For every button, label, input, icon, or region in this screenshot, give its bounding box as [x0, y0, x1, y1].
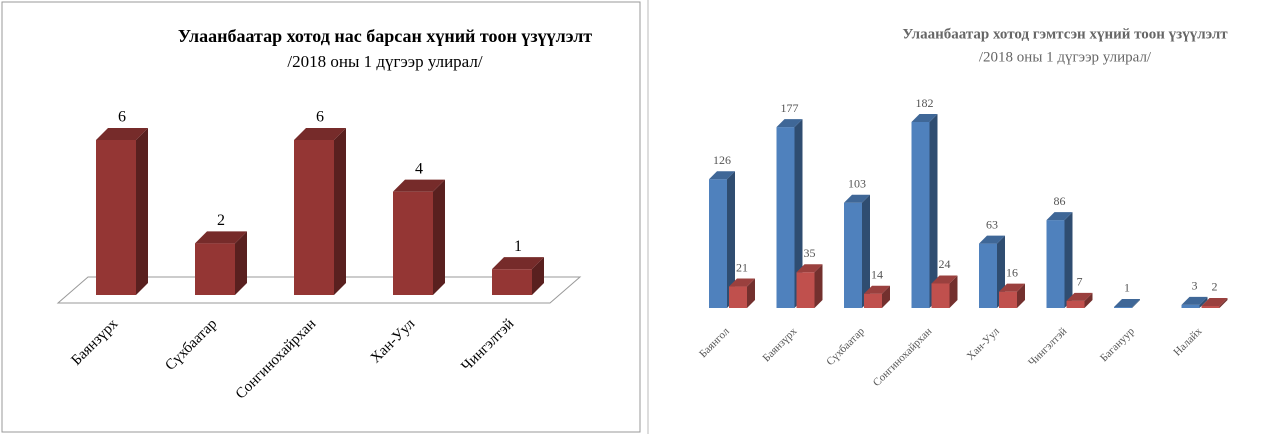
bar [931, 283, 950, 308]
bar-top [1114, 298, 1140, 307]
bar-side [949, 275, 958, 308]
chart-title: Улаанбаатар хотод нас барсан хүний тоон … [178, 26, 592, 46]
bar-side [1219, 297, 1228, 308]
bar-top [709, 171, 735, 180]
bar [979, 243, 997, 308]
bar [776, 127, 795, 308]
bar [844, 202, 862, 308]
data-label: 3 [1192, 279, 1198, 293]
data-label: 24 [939, 257, 951, 271]
bar-side [1132, 298, 1140, 308]
bar-side [1084, 292, 1093, 308]
bar-side [929, 114, 938, 308]
bar-top [294, 128, 346, 140]
bar-side [235, 231, 247, 295]
data-label: 21 [736, 260, 748, 274]
data-label: 1 [1124, 281, 1130, 295]
bar [294, 140, 334, 295]
data-label: 4 [415, 160, 423, 177]
bar-side [794, 119, 803, 308]
data-label: 14 [871, 267, 883, 281]
floor [56, 276, 582, 304]
bar-top [931, 275, 958, 284]
data-label: 126 [713, 153, 731, 167]
bar [709, 179, 727, 308]
data-label: 103 [848, 176, 866, 190]
bar-top [911, 114, 938, 122]
data-label: 35 [804, 246, 816, 260]
bar-top [195, 231, 247, 244]
data-label: 2 [217, 212, 225, 229]
bar-side [1199, 296, 1208, 308]
bar-side [747, 278, 755, 308]
bar [911, 122, 930, 308]
data-label: 16 [1006, 265, 1018, 279]
x-tick-label: Сонгинохайрхан [871, 325, 935, 389]
x-tick-label: Баянзүрх [761, 325, 800, 364]
bar [1066, 300, 1085, 308]
bar-side [532, 257, 544, 295]
bar [195, 243, 235, 295]
bar [999, 291, 1017, 308]
bar-side [136, 128, 148, 295]
x-tick-label: Баянгол [697, 325, 732, 360]
bar-side [433, 179, 445, 295]
bar [1114, 306, 1132, 308]
chart-subtitle: /2018 оны 1 дүгээр улирал/ [287, 52, 482, 71]
data-label: 177 [781, 101, 799, 115]
bar [393, 191, 433, 295]
data-label: 6 [118, 109, 126, 126]
bar-top [1201, 297, 1228, 306]
bar-side [334, 128, 346, 295]
x-tick-label: Сүхбаатар [824, 325, 867, 368]
bar [796, 272, 815, 308]
bar-top [1046, 212, 1073, 221]
x-tick-label: Налайх [1171, 325, 1204, 358]
bar [492, 269, 532, 295]
bar-top [393, 179, 445, 192]
data-label: 6 [316, 109, 324, 126]
x-tick-label: Чингэлтэй [1026, 325, 1069, 368]
bar-top [864, 285, 890, 294]
data-label: 63 [986, 217, 998, 231]
bar-side [814, 264, 823, 308]
data-label: 1 [514, 238, 522, 255]
bar-side [882, 285, 890, 308]
bar [729, 286, 747, 308]
bar-top [96, 128, 148, 140]
x-tick-label: Багануур [1098, 325, 1137, 364]
data-label: 2 [1212, 280, 1218, 294]
bar [1181, 304, 1200, 308]
bar-top [776, 119, 803, 128]
bar-top [844, 194, 870, 203]
bar-top [1181, 296, 1208, 305]
bar-top [979, 235, 1005, 244]
bar-top [1066, 292, 1093, 301]
bar-top [999, 283, 1025, 292]
bar [864, 293, 882, 308]
bar-top [729, 278, 755, 287]
bar-side [862, 194, 870, 308]
data-label: 182 [916, 96, 934, 110]
bar-side [727, 171, 735, 308]
bar-side [1064, 212, 1073, 308]
bar [1201, 305, 1220, 308]
bar-top [492, 257, 544, 270]
bar-side [1017, 283, 1025, 308]
data-label: 7 [1077, 275, 1083, 289]
chart-subtitle: /2018 оны 1 дүгээр улирал/ [979, 49, 1152, 65]
bar [1046, 220, 1065, 308]
bar-top [796, 264, 823, 273]
data-label: 86 [1054, 194, 1066, 208]
bar [96, 140, 136, 295]
x-tick-label: Хан-Уул [965, 325, 1003, 363]
chart-title: Улаанбаатар хотод гэмтсэн хүний тоон үзү… [902, 26, 1228, 42]
